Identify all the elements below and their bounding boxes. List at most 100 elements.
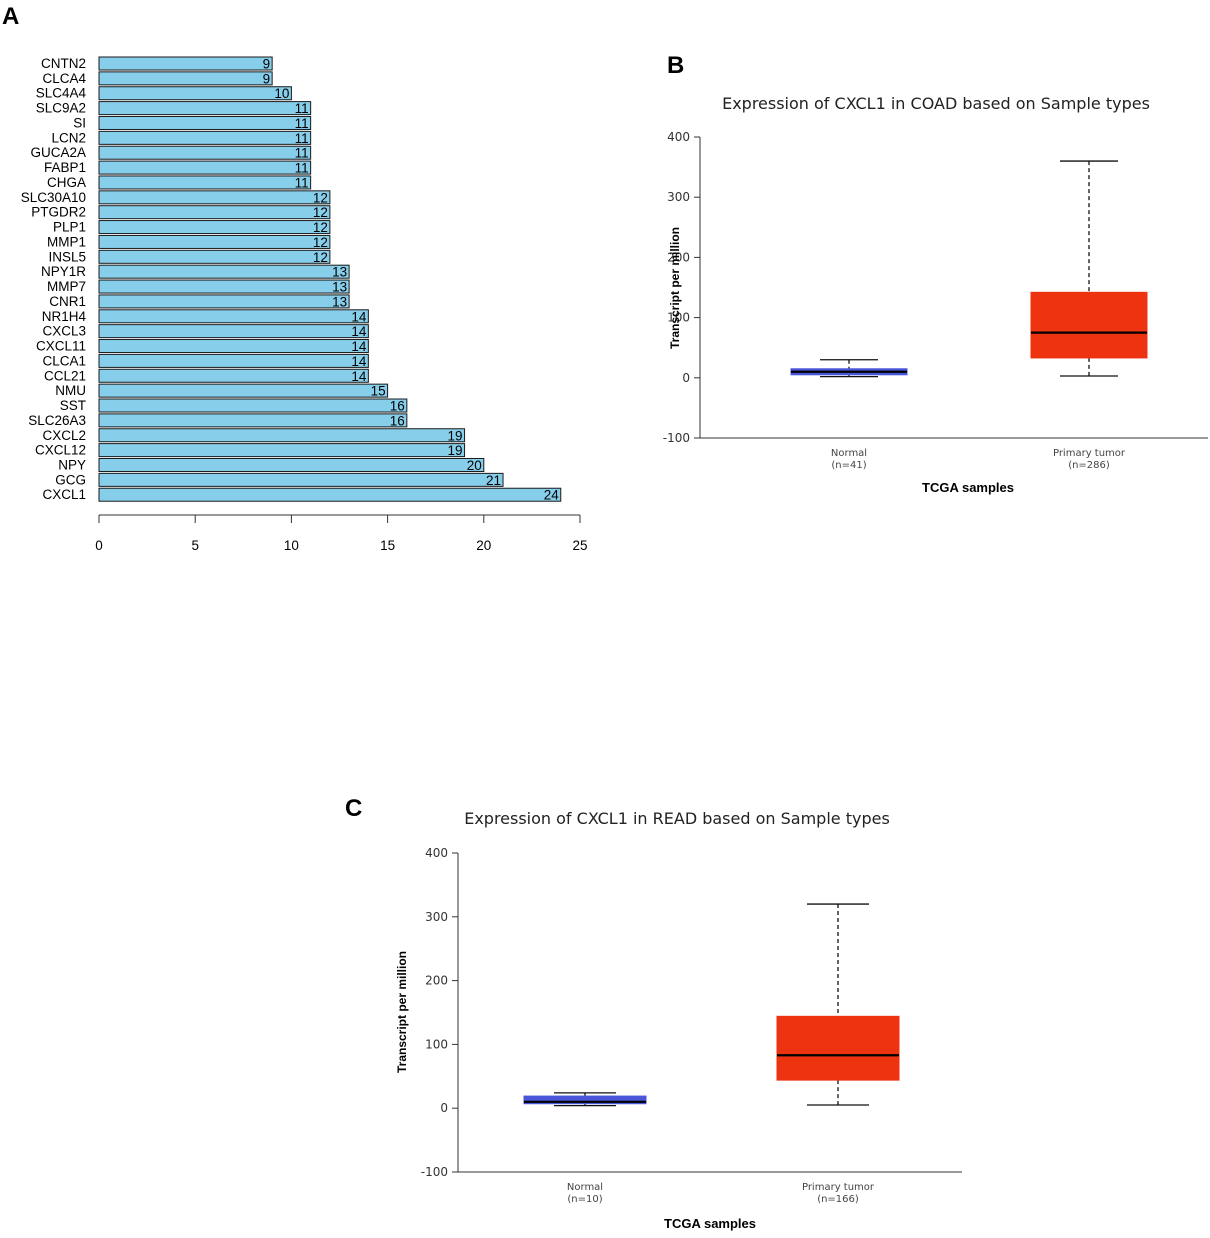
category-label-cntn2: CNTN2 bbox=[41, 56, 86, 71]
value-label-si: 11 bbox=[295, 116, 309, 131]
category-label-plp1: PLP1 bbox=[53, 220, 86, 235]
category-label-clca1: CLCA1 bbox=[42, 353, 86, 368]
bar-cxcl12 bbox=[98, 443, 466, 458]
bar-cxcl2 bbox=[98, 428, 466, 443]
value-label-slc26a3: 16 bbox=[390, 413, 405, 428]
category-label-cnr1: CNR1 bbox=[49, 294, 86, 309]
box-primary-tumor bbox=[1030, 291, 1148, 359]
y-tick-label--100: -100 bbox=[421, 1165, 448, 1179]
box-normal bbox=[523, 1095, 647, 1105]
category-label-primary-tumor: Primary tumor bbox=[802, 1182, 875, 1193]
value-label-mmp7: 13 bbox=[332, 280, 347, 295]
bar-chart-gene-counts: CNTN2 9 CLCA4 9 SLC4A4 10 SLC9A2 11 SI 11 LCN2 11 GU… bbox=[21, 56, 588, 553]
category-label-slc30a10: SLC30A10 bbox=[21, 190, 86, 205]
y-tick-label-200: 200 bbox=[667, 250, 690, 264]
bar-nmu bbox=[98, 383, 389, 398]
y-tick-label-100: 100 bbox=[425, 1037, 448, 1051]
value-label-cntn2: 9 bbox=[263, 57, 271, 72]
value-label-fabp1: 11 bbox=[295, 161, 309, 176]
value-label-npy1r: 13 bbox=[332, 265, 347, 280]
bar-slc30a10 bbox=[98, 190, 331, 205]
x-tick-label-25: 25 bbox=[572, 538, 587, 553]
category-label-cxcl11: CXCL11 bbox=[36, 339, 86, 354]
category-label-slc26a3: SLC26A3 bbox=[28, 413, 86, 428]
bar-chga bbox=[98, 175, 312, 190]
category-label-insl5: INSL5 bbox=[48, 249, 86, 264]
category-label-cxcl12: CXCL12 bbox=[35, 443, 86, 458]
value-label-cxcl12: 19 bbox=[448, 443, 463, 458]
category-label-nmu: NMU bbox=[55, 383, 86, 398]
bar-cnr1 bbox=[98, 294, 350, 309]
bar-slc9a2 bbox=[98, 101, 312, 116]
bar-cxcl3 bbox=[98, 324, 369, 339]
x-tick-label-10: 10 bbox=[284, 538, 299, 553]
bar-lcn2 bbox=[98, 130, 312, 145]
value-label-gcg: 21 bbox=[486, 473, 501, 488]
bar-cntn2 bbox=[98, 56, 273, 71]
sample-count-normal: (n=10) bbox=[567, 1194, 602, 1205]
category-label-slc9a2: SLC9A2 bbox=[36, 101, 86, 116]
category-label-normal: Normal bbox=[567, 1182, 603, 1193]
category-label-fabp1: FABP1 bbox=[44, 160, 86, 175]
panel-label-a: A bbox=[2, 3, 19, 30]
value-label-sst: 16 bbox=[390, 399, 405, 414]
category-label-cxcl1: CXCL1 bbox=[42, 487, 86, 502]
category-label-slc4a4: SLC4A4 bbox=[36, 86, 87, 101]
bar-sst bbox=[98, 398, 408, 413]
value-label-plp1: 12 bbox=[313, 220, 328, 235]
value-label-slc30a10: 12 bbox=[313, 190, 328, 205]
value-label-insl5: 12 bbox=[313, 250, 328, 265]
x-tick-label-5: 5 bbox=[191, 538, 199, 553]
bar-plp1 bbox=[98, 220, 331, 235]
category-label-clca4: CLCA4 bbox=[42, 71, 86, 86]
sample-count-primary-tumor: (n=286) bbox=[1068, 460, 1110, 471]
panel-label-c: C bbox=[345, 795, 362, 822]
x-tick-label-20: 20 bbox=[476, 538, 491, 553]
category-label-ccl21: CCL21 bbox=[44, 368, 86, 383]
category-label-guca2a: GUCA2A bbox=[30, 145, 86, 160]
x-axis-label: TCGA samples bbox=[922, 480, 1014, 495]
category-label-sst: SST bbox=[60, 398, 86, 413]
boxplot-read: Expression of CXCL1 in READ based on Sam… bbox=[395, 809, 962, 1231]
y-tick-label-200: 200 bbox=[425, 974, 448, 988]
value-label-chga: 11 bbox=[295, 175, 309, 190]
bar-npy bbox=[98, 457, 485, 472]
chart-title: Expression of CXCL1 in READ based on Sam… bbox=[464, 809, 890, 828]
value-label-clca4: 9 bbox=[263, 71, 271, 86]
y-tick-label-0: 0 bbox=[440, 1101, 448, 1115]
category-label-ptgdr2: PTGDR2 bbox=[31, 205, 86, 220]
bar-cxcl1 bbox=[98, 487, 562, 502]
value-label-clca1: 14 bbox=[351, 354, 367, 369]
category-label-mmp1: MMP1 bbox=[47, 234, 86, 249]
y-axis-label: Transcript per million bbox=[668, 227, 682, 349]
value-label-ccl21: 14 bbox=[351, 369, 367, 384]
sample-count-primary-tumor: (n=166) bbox=[817, 1194, 859, 1205]
category-label-nr1h4: NR1H4 bbox=[42, 309, 87, 324]
bar-clca1 bbox=[98, 353, 369, 368]
bar-slc26a3 bbox=[98, 413, 408, 428]
value-label-slc9a2: 11 bbox=[295, 101, 309, 116]
bar-fabp1 bbox=[98, 160, 312, 175]
category-label-normal: Normal bbox=[831, 448, 867, 459]
value-label-cxcl2: 19 bbox=[448, 428, 463, 443]
y-tick-label-300: 300 bbox=[667, 190, 690, 204]
value-label-cxcl11: 14 bbox=[351, 339, 367, 354]
value-label-nr1h4: 14 bbox=[351, 309, 367, 324]
y-tick-label-400: 400 bbox=[425, 846, 448, 860]
category-label-cxcl2: CXCL2 bbox=[42, 428, 86, 443]
category-label-si: SI bbox=[73, 115, 86, 130]
sample-count-normal: (n=41) bbox=[831, 460, 866, 471]
y-tick-label-400: 400 bbox=[667, 130, 690, 144]
value-label-guca2a: 11 bbox=[295, 146, 309, 161]
category-label-chga: CHGA bbox=[47, 175, 86, 190]
y-tick-label-100: 100 bbox=[667, 311, 690, 325]
x-tick-label-0: 0 bbox=[95, 538, 103, 553]
value-label-cnr1: 13 bbox=[332, 294, 347, 309]
bar-npy1r bbox=[98, 264, 350, 279]
bar-slc4a4 bbox=[98, 86, 292, 101]
category-label-npy: NPY bbox=[58, 457, 86, 472]
bar-gcg bbox=[98, 472, 504, 487]
category-label-cxcl3: CXCL3 bbox=[42, 324, 86, 339]
y-axis-label: Transcript per million bbox=[395, 951, 409, 1073]
